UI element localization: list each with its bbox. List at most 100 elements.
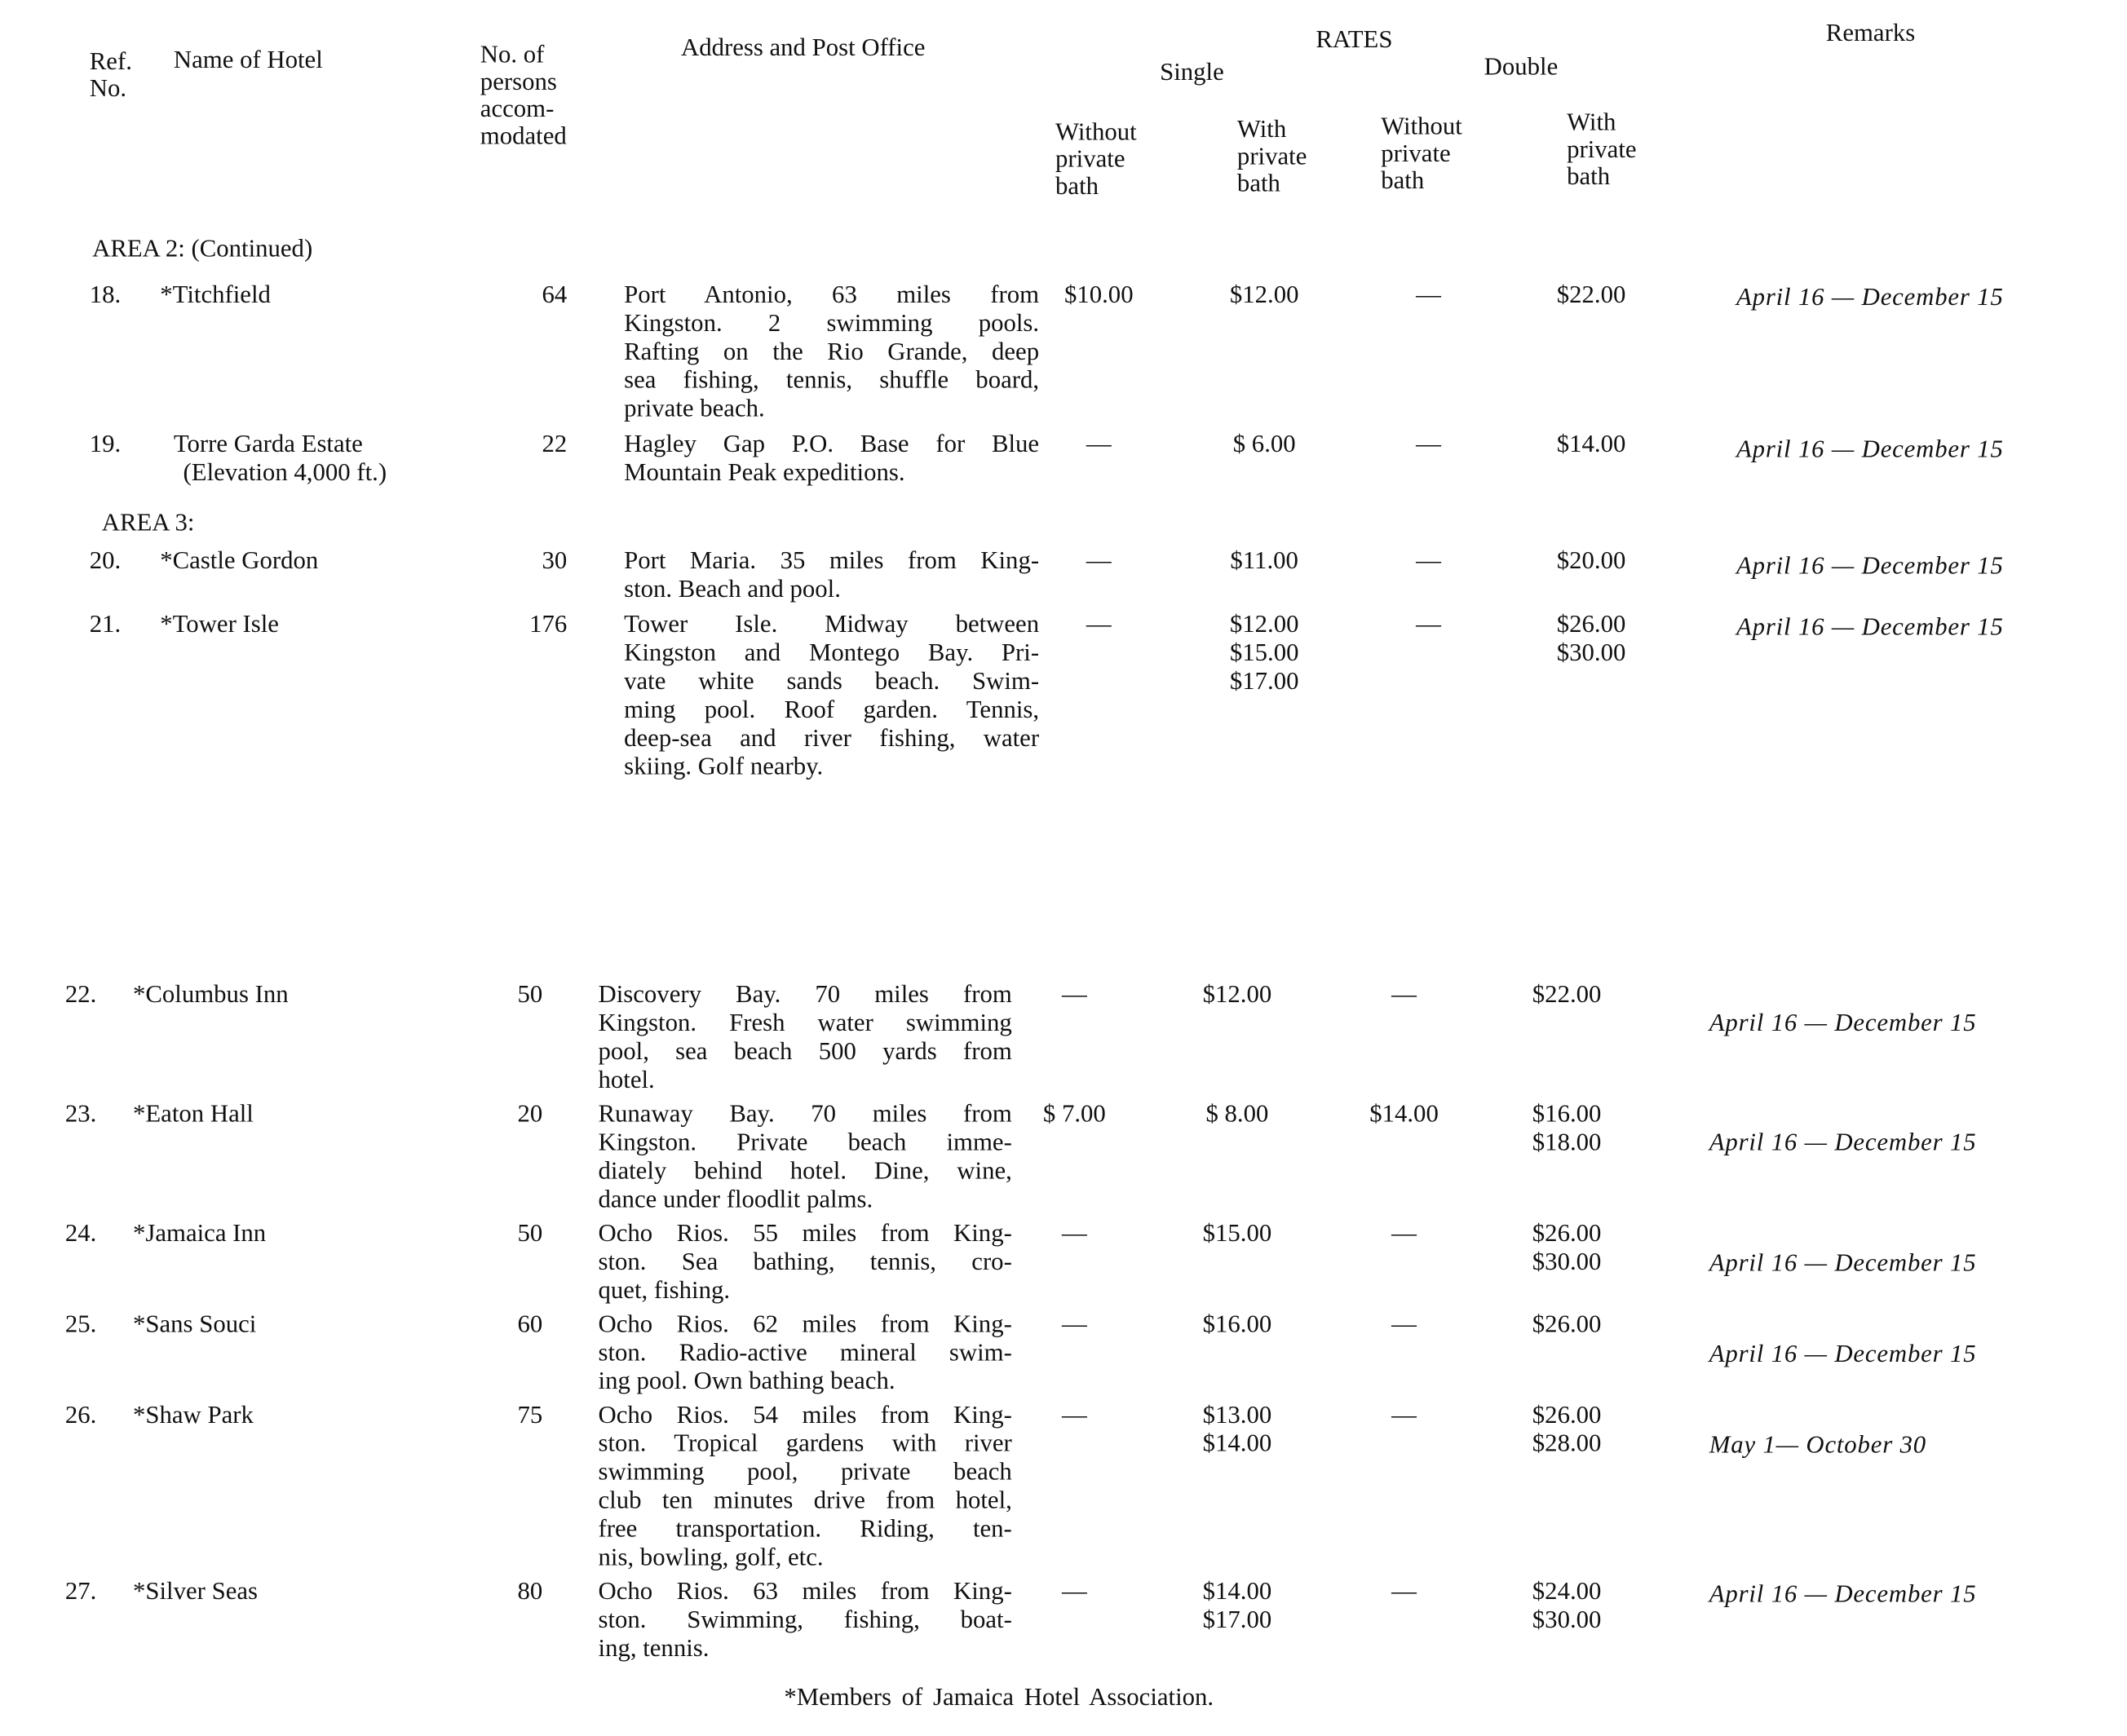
header-line: private xyxy=(1236,144,1307,171)
header-line: With xyxy=(1236,117,1287,144)
address-line: quet, fishing. xyxy=(598,1277,731,1305)
remarks-season: April 16 — December 15 xyxy=(1736,614,2004,642)
address: Ocho Rios. 62 miles from King-ston. Radi… xyxy=(599,1311,1012,1397)
double-without-bath-rate: — xyxy=(1391,1579,1417,1606)
single-with-bath-rate: $16.00 xyxy=(1202,1311,1272,1339)
persons-accommodated: 22 xyxy=(542,431,568,459)
double-with-bath-rate: $24.00 xyxy=(1532,1579,1602,1606)
hotel-name: *Jamaica Inn xyxy=(133,1220,267,1248)
header-persons-line: No. of xyxy=(480,42,545,69)
header-ref-line: Ref. xyxy=(89,48,132,77)
area-label: AREA 3: xyxy=(101,510,195,537)
address: Hagley Gap P.O. Base for Blue Mountain Pe… xyxy=(624,431,1039,488)
ref-no: 23. xyxy=(64,1101,97,1129)
ref-no: 22. xyxy=(64,982,97,1009)
address-line: dance under floodlit palms. xyxy=(598,1186,873,1214)
header-persons-line: accom- xyxy=(480,96,555,124)
double-with-bath-rate: $16.00 xyxy=(1532,1101,1602,1129)
remarks-season: April 16 — December 15 xyxy=(1709,1250,1977,1278)
remarks-season: April 16 — December 15 xyxy=(1709,1129,1977,1157)
double-with-bath-rate: $18.00 xyxy=(1532,1129,1602,1157)
header-line: bath xyxy=(1567,164,1611,192)
ref-no: 20. xyxy=(89,547,122,576)
double-with-bath-rate: $30.00 xyxy=(1532,1607,1602,1635)
double-without-bath-rate: — xyxy=(1416,547,1441,576)
remarks-season: May 1— October 30 xyxy=(1709,1432,1927,1460)
double-without-bath-rate: — xyxy=(1416,612,1441,639)
address-line: skiing. Golf nearby. xyxy=(624,753,824,782)
ref-no: 27. xyxy=(64,1579,97,1606)
double-with-bath-rate: $26.00 xyxy=(1532,1402,1602,1430)
single-with-bath-rate: $11.00 xyxy=(1230,547,1298,576)
header-single-with-bath: With private bath xyxy=(1237,117,1307,198)
address-line: pool, sea beach 500 yards from xyxy=(598,1039,1012,1067)
header-persons-line: modated xyxy=(480,123,567,151)
double-with-bath-rate: $28.00 xyxy=(1532,1430,1602,1459)
address-line: Tower Isle. Midway between xyxy=(624,612,1040,639)
single-with-bath-rate: $13.00 xyxy=(1202,1402,1272,1430)
single-without-bath-rate: $ 7.00 xyxy=(1042,1101,1106,1129)
double-with-bath-rate: $22.00 xyxy=(1556,281,1626,310)
address-line: vate white sands beach. Swim- xyxy=(624,669,1040,696)
single-with-bath-rate: $12.00 xyxy=(1202,982,1272,1009)
header-address: Address and Post Office xyxy=(680,35,926,63)
address-line: Kingston. 2 swimming pools. xyxy=(624,310,1040,338)
address-line: club ten minutes drive from hotel, xyxy=(598,1487,1012,1515)
address-line: Kingston. Fresh water swimming xyxy=(598,1010,1012,1038)
address-line: free transportation. Riding, ten- xyxy=(598,1516,1012,1544)
address: Runaway Bay. 70 miles from Kingston. Priv… xyxy=(599,1102,1012,1216)
header-single-without-bath: Without private bath xyxy=(1055,119,1137,201)
address-line: ing, tennis. xyxy=(598,1635,710,1663)
address-line: Kingston. Private beach imme- xyxy=(598,1129,1012,1157)
double-without-bath-rate: — xyxy=(1391,982,1417,1009)
address: Tower Isle. Midway between Kingston and M… xyxy=(624,612,1039,783)
address-line: ston. Swimming, fishing, boat- xyxy=(598,1607,1012,1635)
persons-accommodated: 50 xyxy=(517,982,543,1009)
address-line: swimming pool, private beach xyxy=(598,1459,1012,1486)
address-line: deep-sea and river fishing, water xyxy=(624,725,1040,753)
ref-no: 21. xyxy=(89,612,122,639)
hotel-name: Torre Garda Estate xyxy=(173,431,363,459)
single-with-bath-rate: $17.00 xyxy=(1229,669,1299,696)
address-line: private beach. xyxy=(624,395,765,423)
single-with-bath-rate: $12.00 xyxy=(1229,281,1299,310)
address-line: Hagley Gap P.O. Base for Blue xyxy=(624,431,1040,459)
footnote: *Members of Jamaica Hotel Association. xyxy=(784,1684,1214,1712)
address-line: Runaway Bay. 70 miles from xyxy=(598,1101,1012,1129)
address-line: diately behind hotel. Dine, wine, xyxy=(598,1158,1012,1186)
header-ref-no: Ref. No. xyxy=(90,49,132,104)
hotel-name: *Shaw Park xyxy=(133,1402,254,1430)
single-with-bath-rate: $14.00 xyxy=(1202,1579,1272,1606)
single-with-bath-rate: $14.00 xyxy=(1202,1430,1272,1459)
single-without-bath-rate: — xyxy=(1086,612,1112,639)
single-with-bath-rate: $15.00 xyxy=(1229,640,1299,668)
ref-no: 26. xyxy=(64,1402,97,1430)
header-line: Without xyxy=(1055,119,1137,147)
single-without-bath-rate: — xyxy=(1061,1220,1087,1248)
address-line: Port Antonio, 63 miles from xyxy=(624,281,1040,310)
persons-accommodated: 60 xyxy=(517,1311,543,1339)
header-double-with-bath: With private bath xyxy=(1567,110,1636,192)
double-without-bath-rate: — xyxy=(1416,281,1441,310)
single-without-bath-rate: — xyxy=(1061,1579,1087,1606)
double-with-bath-rate: $30.00 xyxy=(1532,1248,1602,1277)
double-with-bath-rate: $30.00 xyxy=(1556,640,1626,668)
hotel-name: *Eaton Hall xyxy=(133,1101,254,1129)
single-without-bath-rate: — xyxy=(1086,431,1112,459)
address-line: Port Maria. 35 miles from King- xyxy=(624,547,1040,576)
address: Port Maria. 35 miles from King-ston. Bea… xyxy=(624,548,1039,605)
persons-accommodated: 176 xyxy=(529,612,568,639)
address-line: Ocho Rios. 54 miles from King- xyxy=(598,1402,1012,1430)
ref-no: 18. xyxy=(89,281,122,310)
persons-accommodated: 50 xyxy=(517,1220,543,1248)
single-with-bath-rate: $15.00 xyxy=(1202,1220,1272,1248)
header-line: bath xyxy=(1055,173,1099,201)
double-with-bath-rate: $26.00 xyxy=(1532,1311,1602,1339)
header-line: bath xyxy=(1381,168,1425,196)
double-with-bath-rate: $14.00 xyxy=(1556,431,1626,459)
address: Ocho Rios. 55 miles from King-ston. Sea … xyxy=(599,1221,1012,1306)
remarks-season: April 16 — December 15 xyxy=(1736,553,2004,581)
header-rates: RATES xyxy=(1316,27,1393,55)
single-with-bath-rate: $ 6.00 xyxy=(1232,431,1296,459)
